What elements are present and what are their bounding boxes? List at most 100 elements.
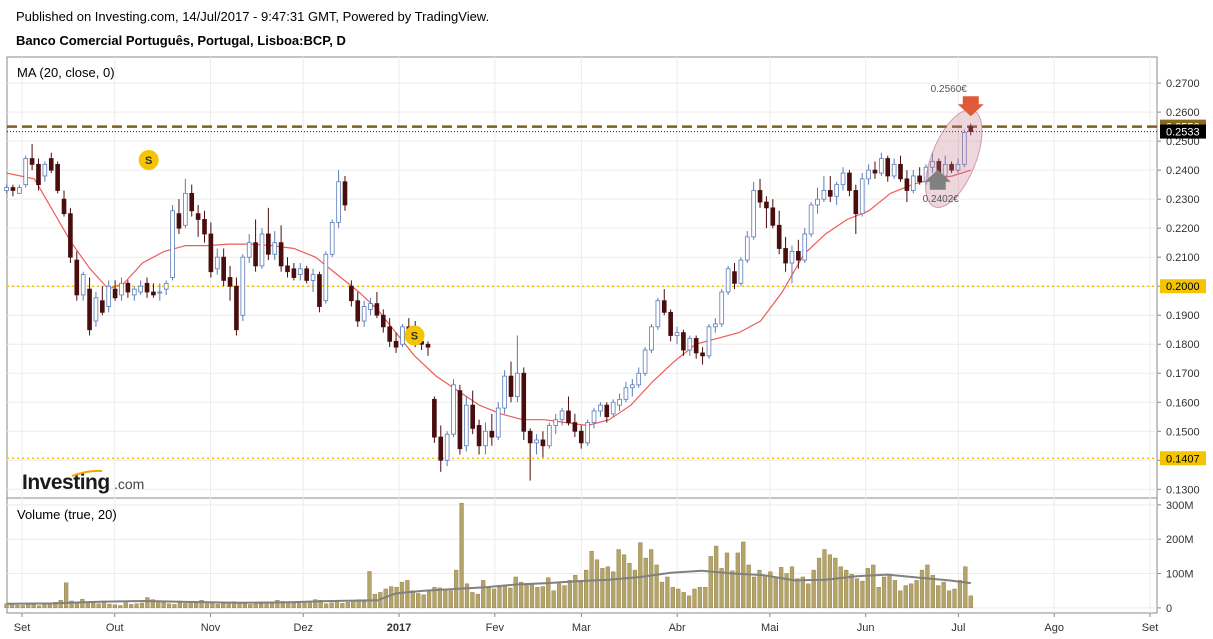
candle-body: [42, 163, 48, 177]
candle-body: [681, 332, 686, 351]
volume-bar: [491, 588, 497, 609]
logo-swoosh: [71, 469, 103, 477]
candle-body: [380, 314, 386, 328]
candle-body: [700, 352, 705, 357]
candle-body: [559, 410, 565, 421]
candle-body: [444, 433, 450, 461]
time-tick-label: Ago: [1044, 622, 1064, 634]
volume-bar: [199, 600, 204, 609]
signal-marker: [138, 149, 159, 170]
time-tick-label: Mar: [572, 622, 591, 634]
volume-bar: [551, 590, 556, 609]
volume-bar: [795, 578, 800, 609]
volume-bar: [145, 597, 150, 609]
candle-body: [585, 422, 590, 444]
volume-bar: [746, 564, 751, 609]
candle-body: [744, 236, 750, 261]
volume-bar: [172, 604, 177, 609]
volume-bar: [957, 580, 963, 609]
volume-bar: [854, 578, 860, 609]
candle-body: [329, 221, 335, 255]
volume-bar: [183, 603, 188, 609]
volume-bar: [399, 581, 405, 609]
candle-body: [598, 404, 603, 412]
volume-bar: [946, 590, 952, 609]
volume-bar: [215, 603, 220, 609]
volume-bar: [952, 588, 957, 609]
candle-body: [278, 242, 284, 267]
volume-bar: [42, 603, 47, 609]
candle-body: [361, 306, 367, 322]
volume-axis: 300M 200M 100M 0: [1157, 500, 1194, 615]
volume-tick-label: 300M: [1166, 500, 1194, 512]
candle-body: [214, 256, 220, 270]
candle-body: [859, 178, 865, 215]
candle-body: [68, 213, 73, 258]
volume-bar: [800, 576, 805, 609]
candle-body: [489, 430, 495, 438]
volume-bar: [524, 583, 529, 609]
candle-body: [349, 285, 354, 302]
candle-body: [872, 169, 878, 174]
volume-bar: [751, 576, 757, 609]
volume-bar: [129, 604, 134, 609]
volume-bar: [497, 587, 502, 609]
price-tick-label: 0.2300: [1166, 194, 1200, 206]
candle-body: [4, 187, 9, 191]
candle-body: [144, 282, 150, 293]
candle-body: [955, 163, 961, 171]
volume-bar: [96, 603, 101, 609]
candle-body: [240, 256, 246, 316]
volume-bar: [540, 586, 545, 609]
level-tag: [1160, 124, 1206, 139]
price-tick-label: 0.2600: [1166, 107, 1200, 119]
price-tick-label: 0.2400: [1166, 165, 1200, 177]
volume-bar: [486, 586, 491, 609]
volume-bar: [80, 599, 85, 609]
candle-body: [342, 181, 348, 206]
signal-marker: [404, 325, 425, 346]
candle-body: [527, 430, 533, 444]
down-arrow-icon: [957, 96, 984, 117]
candle-body: [80, 274, 86, 296]
candle-body: [534, 439, 539, 444]
candle-body: [304, 268, 309, 281]
candle-body: [949, 163, 954, 171]
candle-body: [208, 233, 214, 273]
ma-pane-title: MA (20, close, 0): [17, 65, 115, 80]
volume-bars: [4, 502, 973, 609]
volume-bar: [567, 580, 573, 609]
volume-bar: [280, 601, 285, 609]
candle-body: [297, 268, 303, 275]
time-tick-label: 2017: [387, 622, 411, 634]
volume-bar: [909, 583, 914, 609]
candle-body: [502, 375, 507, 409]
signal-marker-label: S: [411, 331, 418, 343]
candle-body: [630, 384, 635, 389]
candle-body: [764, 201, 769, 209]
volume-bar: [735, 552, 740, 609]
volume-bar: [649, 549, 654, 609]
volume-bar: [605, 566, 610, 609]
volume-bar: [443, 589, 448, 609]
candle-body: [432, 398, 437, 438]
annotations: 0.2560€ 0.2402€: [923, 84, 984, 208]
candle-body: [483, 430, 488, 447]
chart-title: Banco Comercial Português, Portugal, Lis…: [16, 33, 346, 48]
candle-body: [119, 282, 124, 296]
candle-body: [591, 410, 597, 423]
volume-bar: [844, 569, 849, 609]
time-tick-label: Abr: [669, 622, 686, 634]
volume-bar: [529, 582, 535, 609]
candle-body: [834, 184, 839, 197]
candle-body: [796, 250, 801, 261]
volume-bar: [881, 576, 887, 609]
price-tick-label: 0.1300: [1166, 484, 1200, 496]
volume-bar: [264, 602, 269, 609]
price-tick-label: 0.2100: [1166, 252, 1200, 264]
volume-bar: [903, 585, 908, 609]
volume-pane-frame: [6, 497, 1158, 614]
candle-body: [476, 425, 482, 447]
